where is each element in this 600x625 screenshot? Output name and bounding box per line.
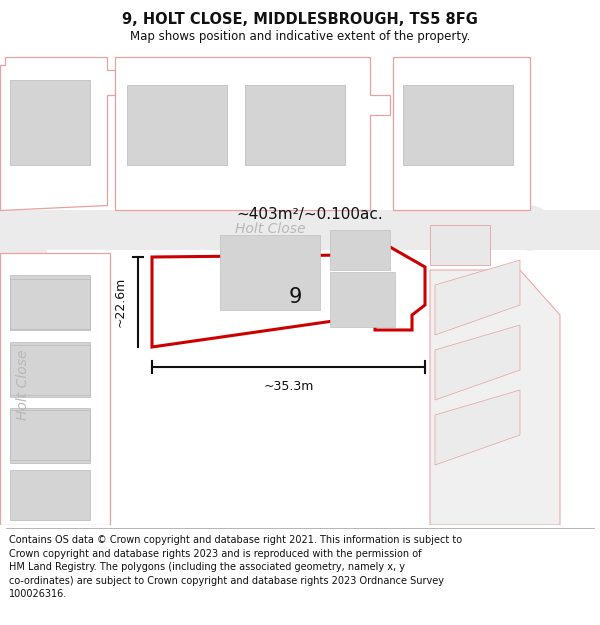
Bar: [430, 225, 490, 265]
Polygon shape: [0, 57, 118, 210]
Bar: [10, 345, 90, 395]
Bar: [245, 85, 345, 165]
Circle shape: [508, 206, 552, 250]
Text: Holt Close: Holt Close: [16, 350, 30, 420]
Text: Map shows position and indicative extent of the property.: Map shows position and indicative extent…: [130, 30, 470, 43]
Text: ~35.3m: ~35.3m: [263, 381, 314, 394]
Text: Holt Close: Holt Close: [235, 222, 305, 236]
Bar: [10, 275, 90, 330]
Polygon shape: [430, 270, 560, 525]
Bar: [330, 230, 390, 270]
Polygon shape: [115, 57, 390, 210]
Polygon shape: [152, 247, 425, 347]
Bar: [403, 85, 513, 165]
Bar: [10, 279, 90, 329]
Polygon shape: [0, 253, 110, 525]
Text: 9: 9: [289, 287, 302, 307]
Bar: [10, 342, 90, 397]
Bar: [0, 210, 600, 250]
Bar: [10, 410, 90, 460]
Text: 9, HOLT CLOSE, MIDDLESBROUGH, TS5 8FG: 9, HOLT CLOSE, MIDDLESBROUGH, TS5 8FG: [122, 12, 478, 27]
Bar: [10, 80, 90, 165]
Polygon shape: [435, 325, 520, 400]
Bar: [10, 408, 90, 463]
Polygon shape: [435, 260, 520, 335]
Polygon shape: [393, 57, 530, 210]
Polygon shape: [435, 390, 520, 465]
Bar: [330, 272, 395, 327]
Text: Contains OS data © Crown copyright and database right 2021. This information is : Contains OS data © Crown copyright and d…: [9, 535, 462, 599]
Bar: [127, 85, 227, 165]
Text: ~403m²/~0.100ac.: ~403m²/~0.100ac.: [236, 208, 383, 222]
Bar: [10, 470, 90, 520]
Bar: [0, 250, 47, 525]
Text: ~22.6m: ~22.6m: [113, 277, 127, 327]
Bar: [220, 235, 320, 310]
